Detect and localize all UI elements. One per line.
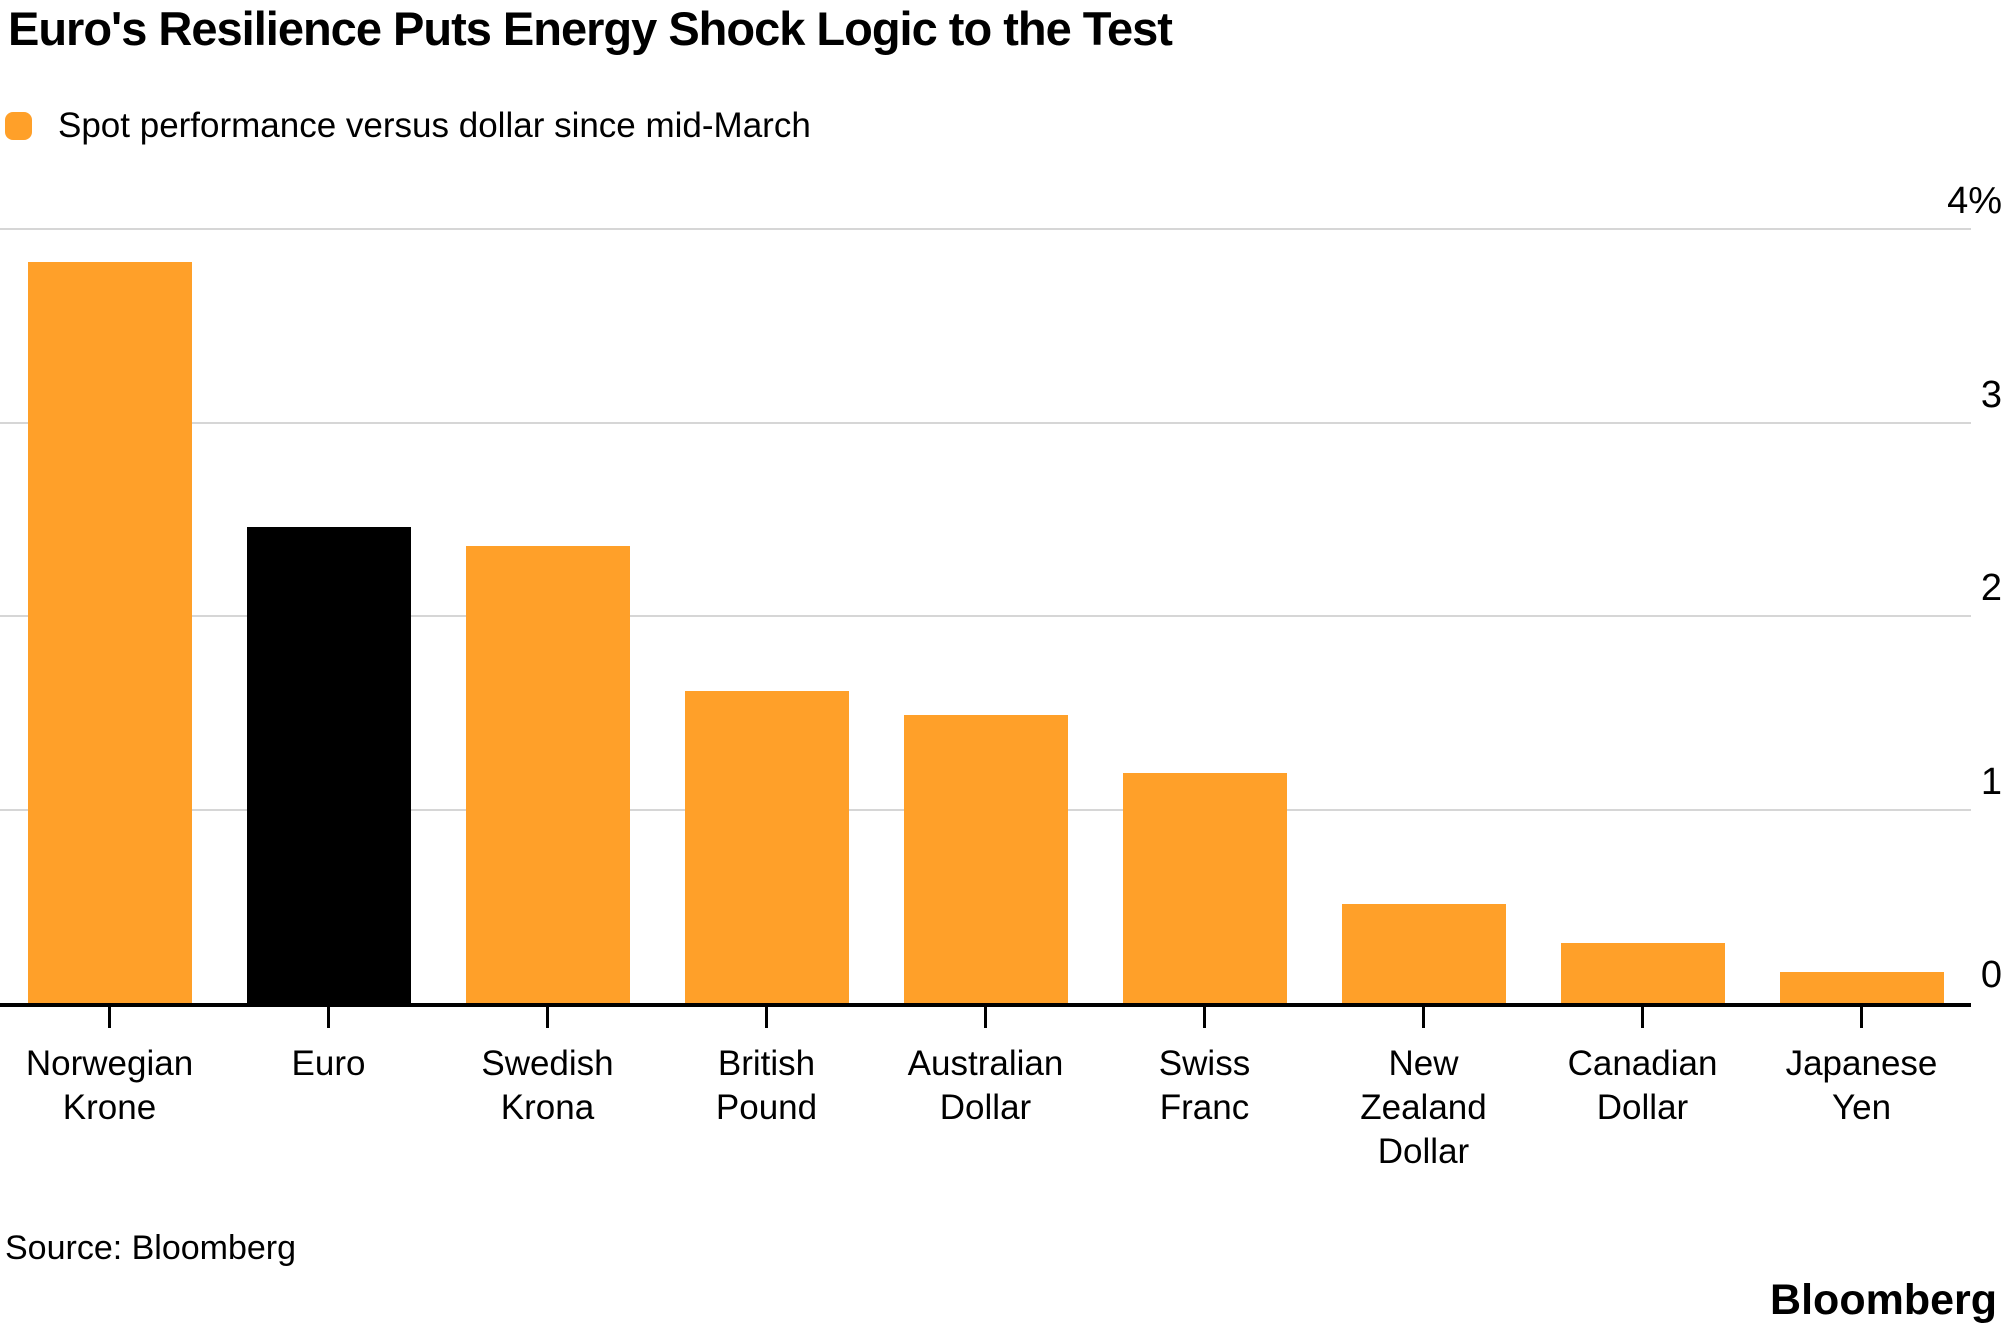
x-axis-tick [765,1007,768,1028]
category-euro: Euro [219,1007,438,1174]
x-axis-tick [108,1007,111,1028]
bar-slot-australian-dollar [876,229,1095,1003]
x-axis-tick [1641,1007,1644,1028]
category-norwegian-krone: Norwegian Krone [0,1007,219,1174]
bar-canadian-dollar [1560,943,1725,1003]
x-axis-tick [1860,1007,1863,1028]
plot-area [0,228,1971,1007]
legend-label: Spot performance versus dollar since mid… [58,106,811,145]
category-australian-dollar: Australian Dollar [876,1007,1095,1174]
bar-swedish-krona [465,546,630,1003]
x-axis-tick [327,1007,330,1028]
bar-slot-japanese-yen [1752,229,1971,1003]
gridline-2 [0,615,1971,617]
category-label-swiss-franc: Swiss Franc [1158,1044,1251,1127]
gridline-4 [0,228,1971,230]
category-label-canadian-dollar: Canadian Dollar [1567,1044,1718,1127]
category-label-british-pound: British Pound [715,1044,818,1127]
bar-slot-canadian-dollar [1533,229,1752,1003]
source-note: Source: Bloomberg [5,1229,297,1267]
bar-euro [246,527,411,1003]
bar-slot-swedish-krona [438,229,657,1003]
category-label-swedish-krona: Swedish Krona [481,1044,614,1127]
bar-series [0,229,1971,1003]
category-new-zealand-dollar: New Zealand Dollar [1314,1007,1533,1174]
category-label-japanese-yen: Japanese Yen [1785,1044,1938,1127]
bar-japanese-yen [1779,972,1944,1003]
chart-title: Euro's Resilience Puts Energy Shock Logi… [8,2,1173,55]
bar-british-pound [684,691,849,1003]
bar-slot-euro [219,229,438,1003]
category-label-australian-dollar: Australian Dollar [907,1044,1064,1127]
y-axis-tick-label: 1 [1980,760,2002,803]
bar-slot-new-zealand-dollar [1314,229,1533,1003]
category-label-norwegian-krone: Norwegian Krone [25,1044,194,1127]
category-label-new-zealand-dollar: New Zealand Dollar [1360,1044,1487,1171]
y-axis-tick-label: 3 [1980,373,2002,416]
bloomberg-logo: Bloomberg [1770,1276,1997,1324]
x-axis-tick [984,1007,987,1028]
bar-slot-norwegian-krone [0,229,219,1003]
bar-new-zealand-dollar [1341,904,1506,1003]
legend-swatch-icon [5,112,32,140]
bar-slot-british-pound [657,229,876,1003]
category-canadian-dollar: Canadian Dollar [1533,1007,1752,1174]
category-japanese-yen: Japanese Yen [1752,1007,1971,1174]
bar-swiss-franc [1122,772,1287,1003]
x-axis: Norwegian Krone Euro Swedish Krona British … [0,1007,1971,1174]
y-axis-tick-label: 0 [1980,954,2002,996]
x-axis-tick [1203,1007,1206,1028]
x-axis-tick [1422,1007,1425,1028]
y-axis-tick-label: 4% [1947,180,2002,222]
bar-australian-dollar [903,714,1068,1003]
category-label-euro: Euro [291,1044,366,1083]
y-axis-tick-label: 2 [1980,567,2002,609]
category-swedish-krona: Swedish Krona [438,1007,657,1174]
x-axis-tick [546,1007,549,1028]
gridline-3 [0,421,1971,424]
category-british-pound: British Pound [657,1007,876,1174]
category-swiss-franc: Swiss Franc [1095,1007,1314,1174]
legend: Spot performance versus dollar since mid… [5,104,811,148]
bar-slot-swiss-franc [1095,229,1314,1003]
bar-norwegian-krone [27,261,192,1003]
